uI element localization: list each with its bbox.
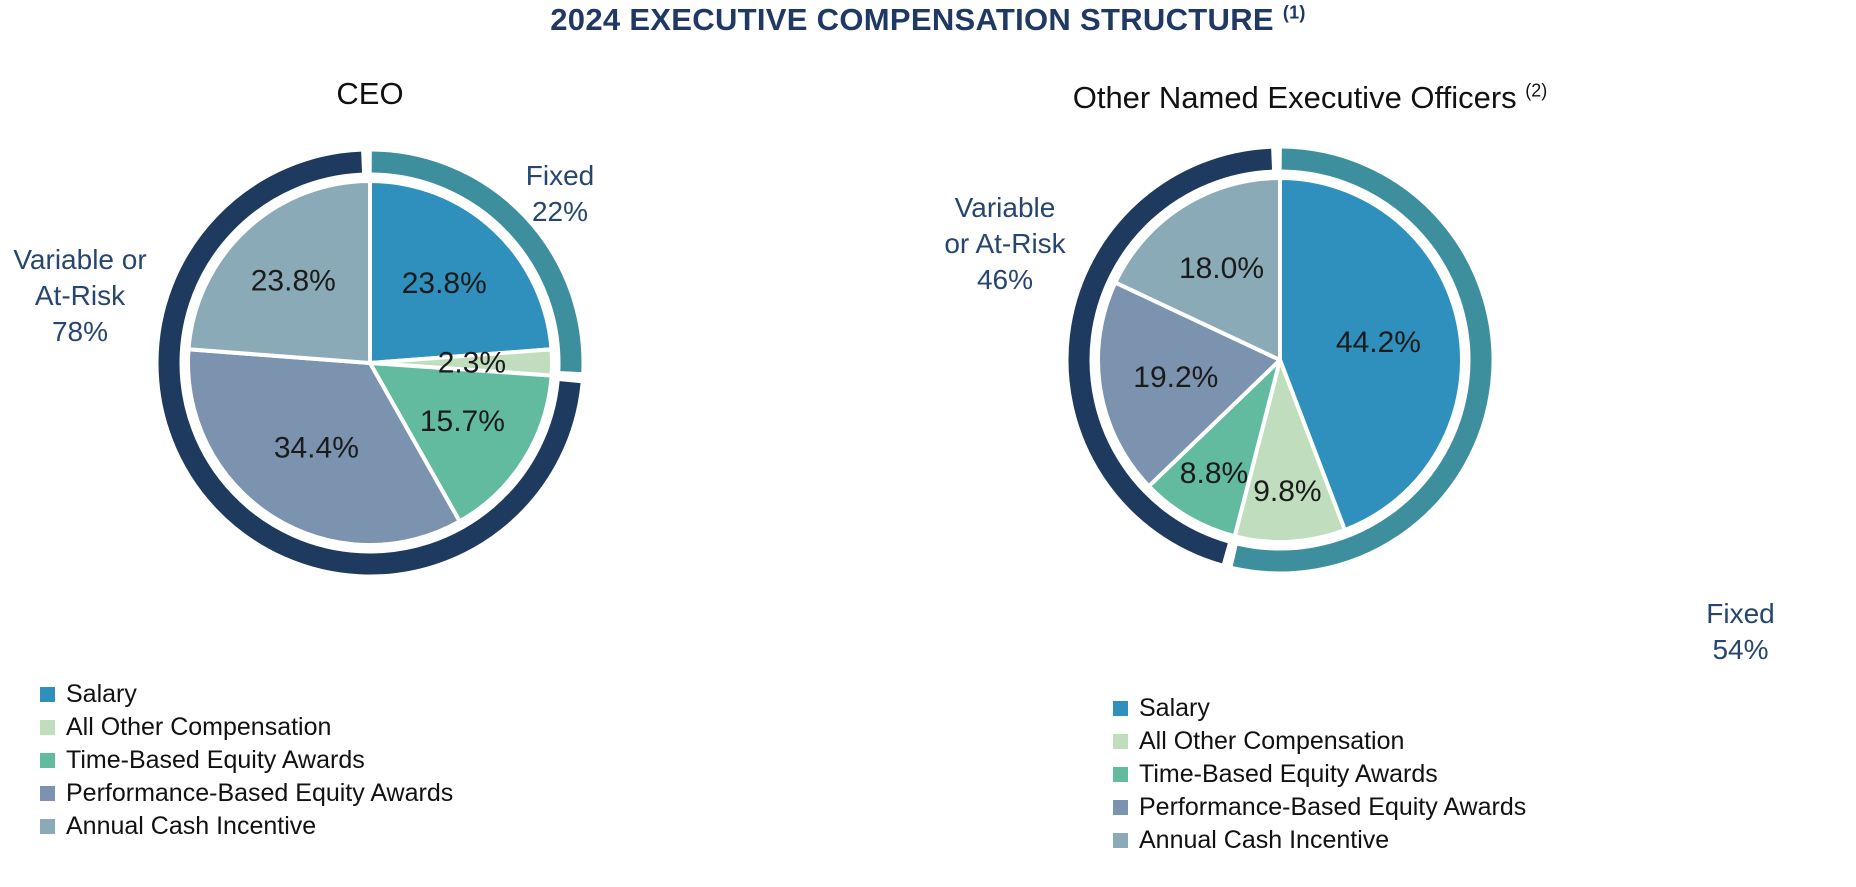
pie-slice-performance-based-equity-awards [1096, 280, 1282, 489]
legend-label-annual-cash-incentive: Annual Cash Incentive [1139, 826, 1390, 854]
legend-swatch-performance-based-equity-awards [40, 786, 55, 801]
ring-variable-arc [1068, 148, 1273, 564]
pie-slice-annual-cash-incentive [186, 179, 372, 365]
slice-value-label-all-other-compensation: 9.8% [1253, 475, 1321, 508]
legend-swatch-time-based-equity-awards [1113, 767, 1128, 782]
neo-legend: Salary All Other Compensation Time-Based E… [1113, 692, 1526, 857]
neo-fixed-label-line1: Fixed [1706, 598, 1775, 629]
legend-label-salary: Salary [66, 680, 137, 708]
legend-label-all-other-compensation: All Other Compensation [66, 713, 332, 741]
legend-swatch-annual-cash-incentive [1113, 833, 1128, 848]
legend-item-salary: Salary [40, 678, 453, 711]
chart-title-neo: Other Named Executive Officers (2) [1030, 80, 1590, 116]
ceo-fixed-label-line2: 22% [531, 196, 589, 227]
legend-swatch-annual-cash-incentive [40, 819, 55, 834]
legend-label-all-other-compensation: All Other Compensation [1139, 727, 1405, 755]
legend-swatch-performance-based-equity-awards [1113, 800, 1128, 815]
pie-slice-performance-based-equity-awards [186, 347, 462, 547]
legend-swatch-salary [1113, 701, 1128, 716]
legend-swatch-all-other-compensation [1113, 734, 1128, 749]
legend-label-annual-cash-incentive: Annual Cash Incentive [66, 812, 317, 840]
neo-variable-label-line3: 46% [976, 264, 1034, 295]
ceo-variable-label-line2: At-Risk [34, 280, 126, 311]
ceo-variable-label-line3: 78% [51, 316, 109, 347]
slice-value-label-time-based-equity-awards: 15.7% [420, 405, 505, 438]
chart-title-neo-text: Other Named Executive Officers [1072, 80, 1517, 115]
page-title-text: 2024 EXECUTIVE COMPENSATION STRUCTURE [550, 2, 1274, 37]
legend-item-time-based-equity-awards: Time-Based Equity Awards [1113, 758, 1526, 791]
legend-item-annual-cash-incentive: Annual Cash Incentive [1113, 824, 1526, 857]
legend-label-salary: Salary [1139, 694, 1210, 722]
chart-title-ceo-text: CEO [336, 76, 404, 111]
slice-value-label-salary: 23.8% [402, 267, 487, 300]
neo-fixed-label-line2: 54% [1712, 634, 1769, 665]
ceo-variable-at-risk-label: Variable or At-Risk 78% [0, 242, 160, 350]
legend-label-performance-based-equity-awards: Performance-Based Equity Awards [1139, 793, 1527, 821]
ring-variable-arc [158, 151, 581, 575]
legend-item-salary: Salary [1113, 692, 1526, 725]
slice-value-label-annual-cash-incentive: 23.8% [251, 264, 336, 297]
ceo-legend: Salary All Other Compensation Time-Based E… [40, 678, 453, 843]
slice-value-label-time-based-equity-awards: 8.8% [1180, 457, 1248, 490]
legend-item-time-based-equity-awards: Time-Based Equity Awards [40, 744, 453, 777]
legend-label-time-based-equity-awards: Time-Based Equity Awards [66, 746, 365, 774]
ceo-fixed-label: Fixed 22% [495, 158, 625, 230]
page-title: 2024 EXECUTIVE COMPENSATION STRUCTURE (1… [0, 2, 1856, 38]
pie-slice-all-other-compensation [1232, 358, 1347, 544]
ceo-variable-label-line1: Variable or [13, 244, 147, 275]
ring-fixed-arc [1232, 148, 1492, 572]
pie-slice-salary [368, 179, 554, 365]
legend-swatch-time-based-equity-awards [40, 753, 55, 768]
legend-swatch-all-other-compensation [40, 720, 55, 735]
ring-fixed-arc [371, 151, 582, 373]
legend-label-time-based-equity-awards: Time-Based Equity Awards [1139, 760, 1438, 788]
neo-fixed-label: Fixed 54% [1668, 596, 1813, 668]
legend-item-all-other-compensation: All Other Compensation [40, 711, 453, 744]
slice-value-label-performance-based-equity-awards: 19.2% [1133, 361, 1218, 394]
legend-swatch-salary [40, 687, 55, 702]
chart-title-neo-superscript: (2) [1525, 80, 1548, 101]
pie-slice-salary [1278, 176, 1464, 533]
legend-item-performance-based-equity-awards: Performance-Based Equity Awards [40, 777, 453, 810]
neo-variable-at-risk-label: Variable or At-Risk 46% [915, 190, 1095, 298]
pie-svg-ceo: 23.8% 2.3% 15.7% 34.4% 23.8% [158, 151, 582, 575]
slice-value-label-annual-cash-incentive: 18.0% [1179, 252, 1264, 285]
chart-title-ceo: CEO [150, 76, 590, 112]
legend-item-performance-based-equity-awards: Performance-Based Equity Awards [1113, 791, 1526, 824]
slice-value-label-performance-based-equity-awards: 34.4% [274, 432, 359, 465]
neo-variable-label-line1: Variable [954, 192, 1056, 223]
slice-value-label-salary: 44.2% [1336, 326, 1421, 359]
legend-item-all-other-compensation: All Other Compensation [1113, 725, 1526, 758]
ceo-pie-chart: 23.8% 2.3% 15.7% 34.4% 23.8% [150, 143, 590, 583]
ceo-fixed-label-line1: Fixed [525, 160, 595, 191]
pie-slice-annual-cash-incentive [1113, 176, 1282, 362]
pie-slice-time-based-equity-awards [368, 361, 554, 524]
page-title-footnote-marker: (1) [1282, 2, 1306, 23]
legend-item-annual-cash-incentive: Annual Cash Incentive [40, 810, 453, 843]
neo-variable-label-line2: or At-Risk [944, 228, 1066, 259]
slice-value-label-all-other-compensation: 2.3% [438, 347, 506, 380]
pie-svg-other-named-executive-officers: 44.2% 9.8%8.8% 19.2% 18.0% [1068, 148, 1492, 572]
neo-pie-chart: 44.2% 9.8% 8.8% 19.2% 18.0% [1060, 140, 1500, 580]
legend-label-performance-based-equity-awards: Performance-Based Equity Awards [66, 779, 454, 807]
